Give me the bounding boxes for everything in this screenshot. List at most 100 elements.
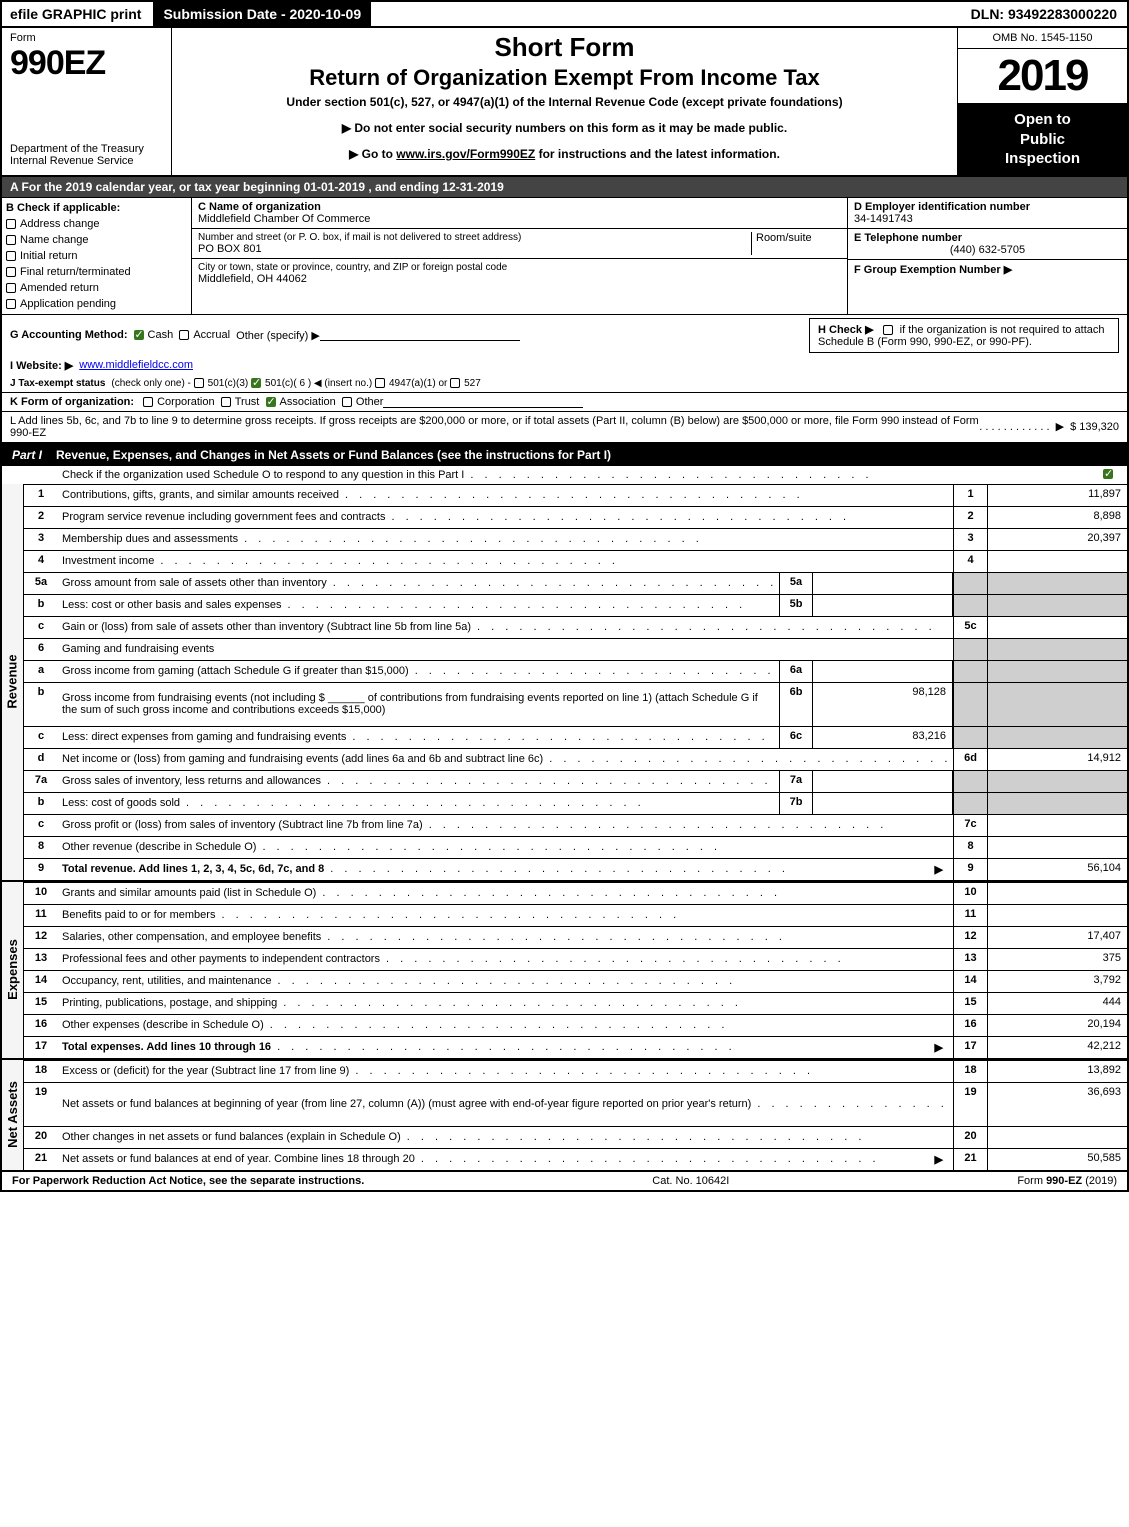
rcol-val — [987, 815, 1127, 836]
checkbox-icon[interactable] — [6, 219, 16, 229]
rcol-no: 12 — [953, 927, 987, 948]
line-c: cGross profit or (loss) from sales of in… — [24, 814, 1127, 836]
line-desc-text: Gain or (loss) from sale of assets other… — [62, 621, 471, 633]
checkbox-527-icon[interactable] — [450, 378, 460, 388]
line-no: 17 — [24, 1037, 58, 1058]
checkbox-icon[interactable] — [6, 299, 16, 309]
opt-label: Amended return — [20, 282, 99, 294]
checkbox-corp-icon[interactable] — [143, 397, 153, 407]
row-l: L Add lines 5b, 6c, and 7b to line 9 to … — [2, 412, 1127, 444]
checkbox-part1-icon[interactable] — [1103, 469, 1113, 479]
line-d: dNet income or (loss) from gaming and fu… — [24, 748, 1127, 770]
line-15: 15Printing, publications, postage, and s… — [24, 992, 1127, 1014]
rcol-no: 15 — [953, 993, 987, 1014]
opt-initial-return[interactable]: Initial return — [6, 250, 187, 262]
line-no: c — [24, 815, 58, 836]
opt-name-change[interactable]: Name change — [6, 234, 187, 246]
checkbox-assoc-icon[interactable] — [266, 397, 276, 407]
line-desc-text: Benefits paid to or for members — [62, 909, 215, 921]
dots: . . . . . . . . . . . . . . . . . . . . … — [327, 577, 775, 589]
subcol-no: 7a — [779, 771, 813, 792]
line-desc: Gross income from fundraising events (no… — [58, 683, 779, 726]
dots: . . . . . . . . . . . . . . . . . . . . … — [272, 975, 949, 987]
line-c: cGain or (loss) from sale of assets othe… — [24, 616, 1127, 638]
rcol-no — [953, 727, 987, 748]
line-21: 21Net assets or fund balances at end of … — [24, 1148, 1127, 1170]
o4: 527 — [464, 378, 481, 389]
rcol-no: 14 — [953, 971, 987, 992]
checkbox-icon[interactable] — [6, 267, 16, 277]
line-desc-text: Excess or (deficit) for the year (Subtra… — [62, 1065, 349, 1077]
line-desc-text: Occupancy, rent, utilities, and maintena… — [62, 975, 272, 987]
checkbox-icon[interactable] — [6, 235, 16, 245]
rcol-val: 17,407 — [987, 927, 1127, 948]
line-11: 11Benefits paid to or for members. . . .… — [24, 904, 1127, 926]
opt-address-change[interactable]: Address change — [6, 218, 187, 230]
l-text: L Add lines 5b, 6c, and 7b to line 9 to … — [10, 415, 979, 439]
checkbox-accrual-icon[interactable] — [179, 330, 189, 340]
website-link[interactable]: www.middlefieldcc.com — [79, 359, 193, 371]
line-desc: Excess or (deficit) for the year (Subtra… — [58, 1061, 953, 1082]
rcol-val: 444 — [987, 993, 1127, 1014]
line-a: aGross income from gaming (attach Schedu… — [24, 660, 1127, 682]
rcol-no: 2 — [953, 507, 987, 528]
rcol-val — [987, 551, 1127, 572]
part1-label: Part I — [2, 444, 52, 466]
k-underline — [383, 396, 583, 408]
opt-amended[interactable]: Amended return — [6, 282, 187, 294]
line-desc-text: Contributions, gifts, grants, and simila… — [62, 489, 339, 501]
street-val: PO BOX 801 — [198, 243, 751, 255]
checkbox-icon[interactable] — [6, 251, 16, 261]
subcol-val — [813, 661, 953, 682]
line-13: 13Professional fees and other payments t… — [24, 948, 1127, 970]
dots: . . . . . . . . . . . . . . . . . . . . … — [180, 797, 775, 809]
rcol-val: 42,212 — [987, 1037, 1127, 1058]
part1-title: Revenue, Expenses, and Changes in Net As… — [52, 444, 615, 466]
line-desc-text: Membership dues and assessments — [62, 533, 238, 545]
line-desc-text: Other changes in net assets or fund bala… — [62, 1131, 401, 1143]
netassets-lines: 18 Excess or (deficit) for the year (Subt… — [24, 1060, 1127, 1170]
checkbox-h-icon[interactable] — [883, 325, 893, 335]
street-row: Number and street (or P. O. box, if mail… — [192, 229, 847, 259]
checkbox-icon[interactable] — [6, 283, 16, 293]
line-desc: Other revenue (describe in Schedule O). … — [58, 837, 953, 858]
k-trust: Trust — [235, 396, 260, 408]
dots: . . . . . . . . . . . . . . . . . . . . … — [415, 1153, 929, 1165]
header-mid: Short Form Return of Organization Exempt… — [172, 28, 957, 175]
line-desc-text: Gross amount from sale of assets other t… — [62, 577, 327, 589]
footer-right: Form 990-EZ (2019) — [1017, 1175, 1117, 1187]
line-no: 1 — [24, 485, 58, 506]
irs-link[interactable]: www.irs.gov/Form990EZ — [396, 147, 535, 161]
checkbox-cash-icon[interactable] — [134, 330, 144, 340]
opt-label: Initial return — [20, 250, 77, 262]
line-desc: Gain or (loss) from sale of assets other… — [58, 617, 953, 638]
opt-app-pending[interactable]: Application pending — [6, 298, 187, 310]
note-goto: ▶ Go to www.irs.gov/Form990EZ for instru… — [180, 147, 949, 161]
k-other: Other — [356, 396, 384, 408]
topbar: efile GRAPHIC print Submission Date - 20… — [2, 2, 1127, 28]
efile-label[interactable]: efile GRAPHIC print — [2, 2, 149, 26]
line-desc-text: Professional fees and other payments to … — [62, 953, 380, 965]
line-desc-text: Less: cost of goods sold — [62, 797, 180, 809]
line-desc: Contributions, gifts, grants, and simila… — [58, 485, 953, 506]
line-no: 20 — [24, 1127, 58, 1148]
rcol-no: 6d — [953, 749, 987, 770]
line-no: 4 — [24, 551, 58, 572]
checkbox-501c3-icon[interactable] — [194, 378, 204, 388]
line-12: 12Salaries, other compensation, and empl… — [24, 926, 1127, 948]
rcol-val — [987, 1127, 1127, 1148]
checkbox-trust-icon[interactable] — [221, 397, 231, 407]
rcol-no: 18 — [953, 1061, 987, 1082]
line-no: a — [24, 661, 58, 682]
rcol-no: 20 — [953, 1127, 987, 1148]
subtitle: Under section 501(c), 527, or 4947(a)(1)… — [180, 95, 949, 109]
checkbox-other-icon[interactable] — [342, 397, 352, 407]
line-desc-text: Total expenses. Add lines 10 through 16 — [62, 1041, 271, 1053]
checkbox-501c-icon[interactable] — [251, 378, 261, 388]
rcol-no: 10 — [953, 883, 987, 904]
dots: . . . . . . . . . . . . . . . . . . . . … — [385, 511, 949, 523]
checkbox-4947-icon[interactable] — [375, 378, 385, 388]
opt-final-return[interactable]: Final return/terminated — [6, 266, 187, 278]
line-desc: Other changes in net assets or fund bala… — [58, 1127, 953, 1148]
line-desc: Grants and similar amounts paid (list in… — [58, 883, 953, 904]
